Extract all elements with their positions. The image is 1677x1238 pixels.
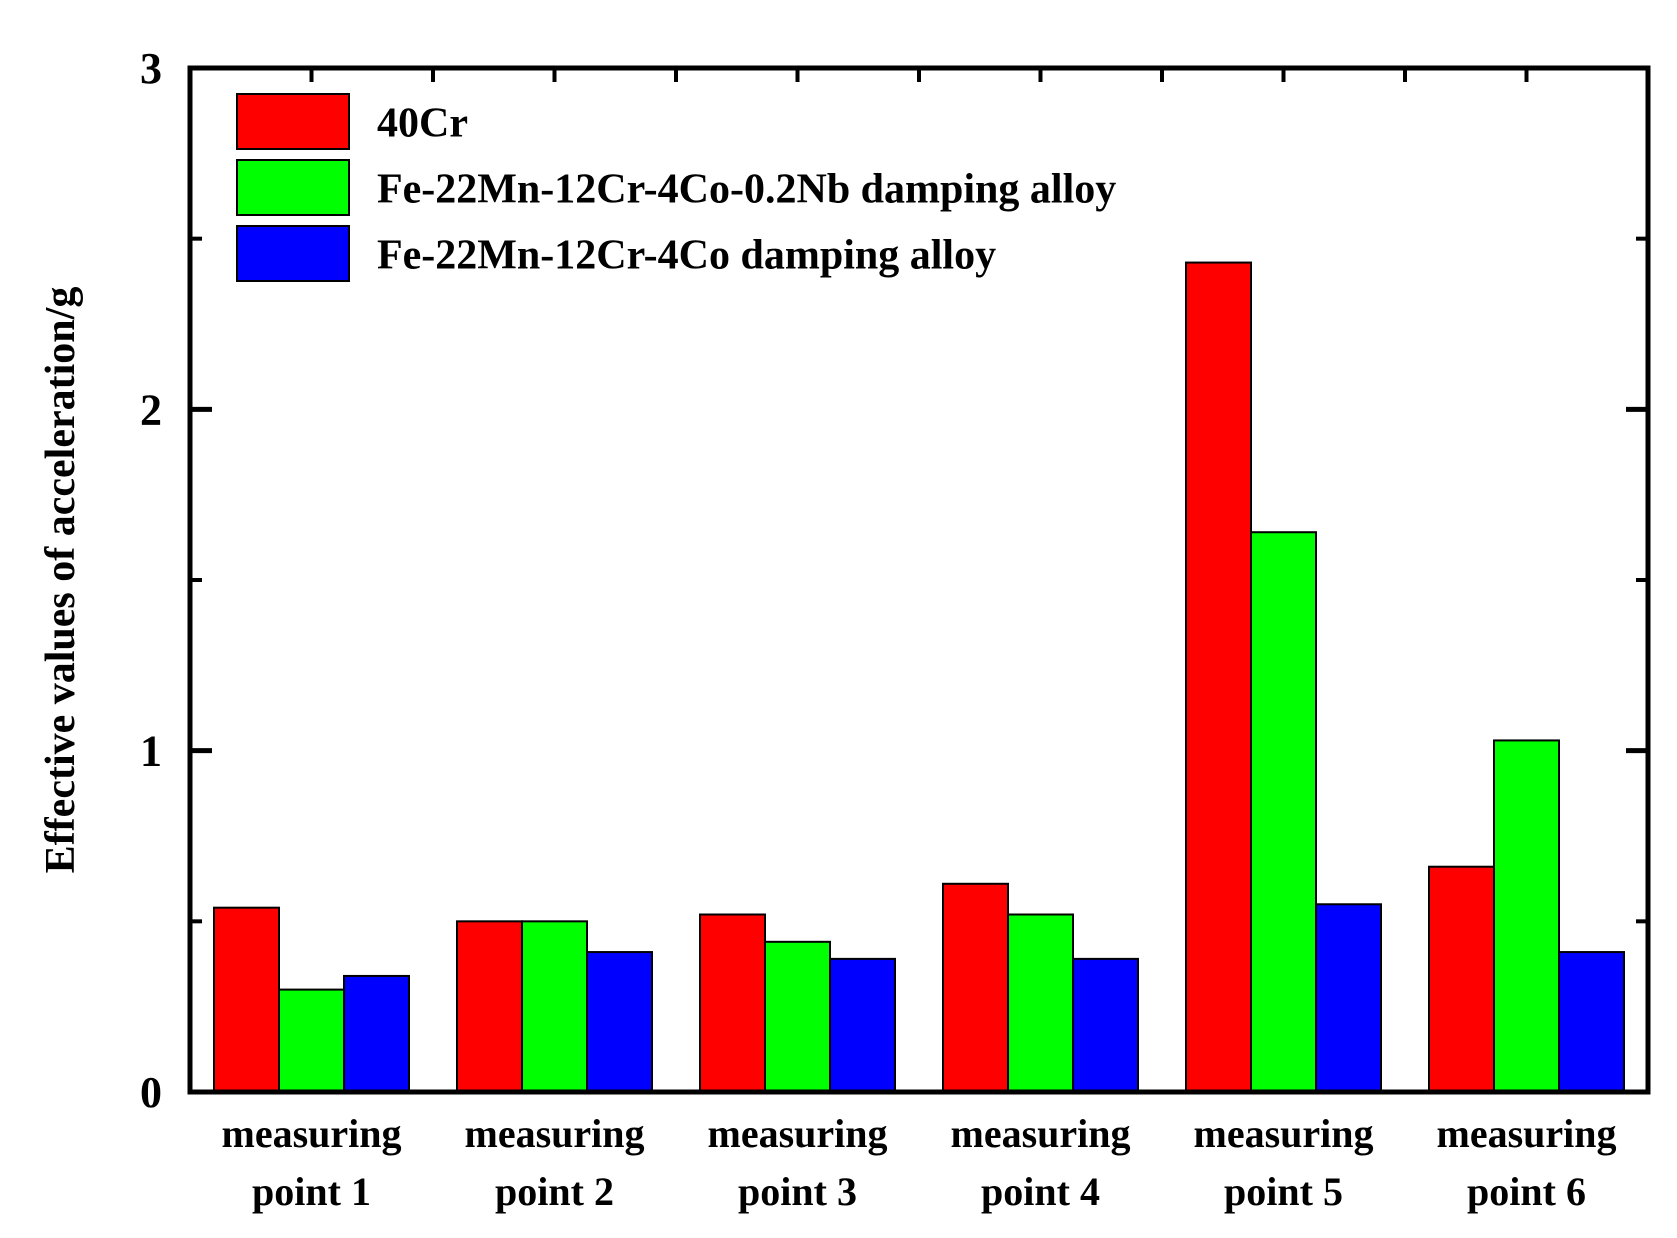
bar-3-point-6 (1558, 951, 1625, 1094)
bar-2-point-1 (278, 988, 345, 1093)
x-tick-label: measuring (708, 1111, 888, 1156)
legend-swatch (236, 225, 350, 282)
bar-3-point-2 (586, 951, 653, 1094)
x-tick-label: measuring (465, 1111, 645, 1156)
bar-2-point-3 (764, 940, 831, 1094)
y-tick-label: 1 (140, 727, 162, 776)
x-tick-label: measuring (951, 1111, 1131, 1156)
bar-2-point-5 (1250, 531, 1317, 1093)
y-tick-labels: 0 1 2 3 (140, 44, 162, 1117)
bar-1-point-1 (213, 906, 280, 1093)
x-tick-label: measuring (1194, 1111, 1374, 1156)
bar-3-point-5 (1315, 903, 1382, 1093)
bar-3-point-4 (1072, 957, 1139, 1093)
bar-1-point-5 (1185, 261, 1252, 1093)
bar-3-point-3 (829, 957, 896, 1093)
x-tick-label: point 3 (738, 1169, 857, 1214)
x-tick-label: point 6 (1467, 1169, 1586, 1214)
bar-2-point-4 (1007, 913, 1074, 1093)
legend: 40Cr Fe-22Mn-12Cr-4Co-0.2Nb damping alloy… (236, 93, 1116, 282)
bar-2-point-6 (1493, 739, 1560, 1094)
bar-2-point-2 (521, 920, 588, 1093)
legend-swatch (236, 93, 350, 150)
x-tick-label: point 4 (981, 1169, 1100, 1214)
y-tick-label: 3 (140, 44, 162, 93)
x-tick-label: point 1 (252, 1169, 371, 1214)
bar-1-point-4 (942, 882, 1009, 1094)
x-tick-label: measuring (1437, 1111, 1617, 1156)
y-tick-label: 2 (140, 385, 162, 434)
x-tick-label: measuring (222, 1111, 402, 1156)
x-tick-labels: measuring point 1 measuring point 2 measurin… (222, 1111, 1617, 1214)
bar-1-point-3 (699, 913, 766, 1093)
legend-label: 40Cr (377, 101, 468, 147)
bar-3-point-1 (343, 974, 410, 1093)
y-axis-label: Effective values of acceleration/g (38, 287, 84, 874)
x-tick-label: point 2 (495, 1169, 614, 1214)
x-tick-label: point 5 (1224, 1169, 1343, 1214)
legend-swatch (236, 159, 350, 216)
bars-layer (213, 261, 1625, 1094)
bar-1-point-6 (1428, 865, 1495, 1093)
axis-ticks (190, 65, 1648, 1095)
legend-label: Fe-22Mn-12Cr-4Co damping alloy (377, 233, 996, 279)
bar-1-point-2 (456, 920, 523, 1093)
legend-label: Fe-22Mn-12Cr-4Co-0.2Nb damping alloy (377, 167, 1116, 213)
y-tick-label: 0 (140, 1068, 162, 1117)
